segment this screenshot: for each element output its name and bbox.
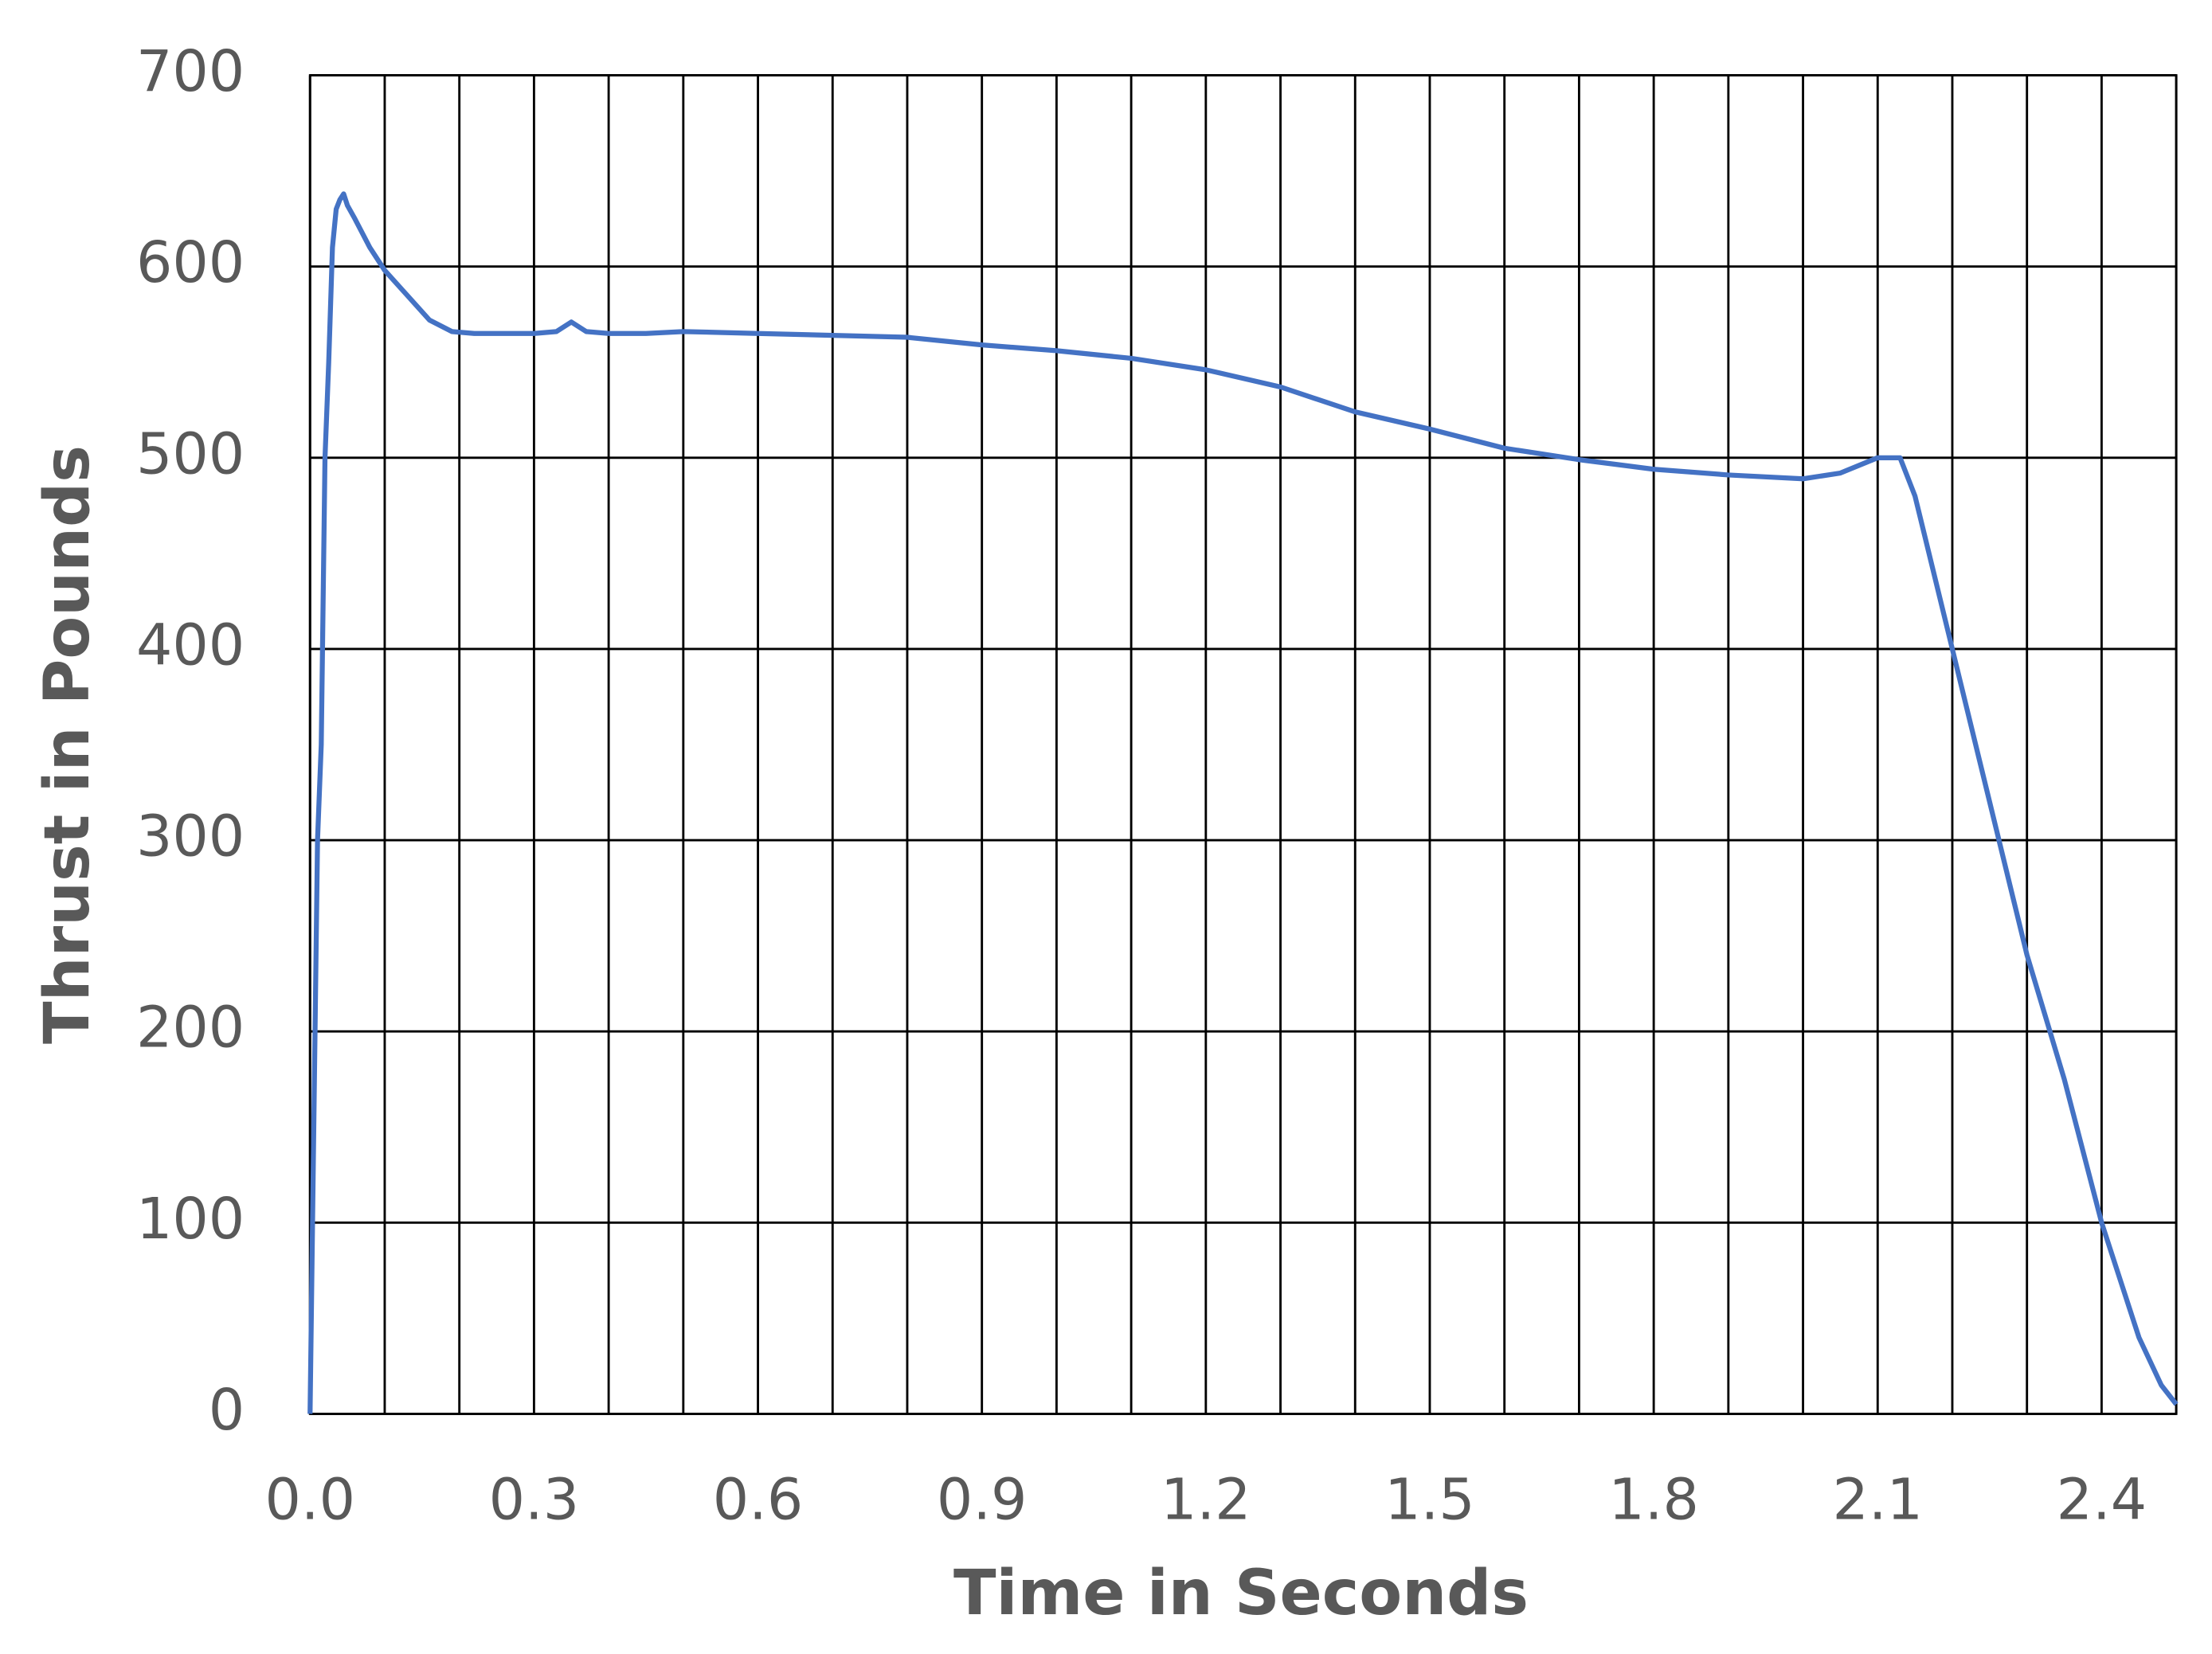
x-tick-label: 1.2 (1161, 1466, 1251, 1532)
x-tick-label: 2.1 (1833, 1466, 1923, 1532)
y-tick-label: 200 (136, 995, 245, 1061)
y-tick-label: 500 (136, 420, 245, 487)
x-tick-label: 0.6 (713, 1466, 803, 1532)
x-tick-label: 0.9 (937, 1466, 1028, 1532)
y-tick-label: 700 (136, 38, 245, 104)
y-tick-label: 0 (209, 1377, 245, 1443)
x-axis-title: Time in Seconds (953, 1556, 1529, 1629)
data-line (307, 191, 2179, 1414)
x-tick-label: 1.5 (1384, 1466, 1475, 1532)
y-tick-label: 100 (136, 1186, 245, 1252)
plot-area (308, 74, 2178, 1415)
x-tick-label: 1.8 (1608, 1466, 1698, 1532)
y-tick-label: 300 (136, 804, 245, 870)
y-tick-label: 400 (136, 612, 245, 678)
x-tick-label: 0.3 (489, 1466, 580, 1532)
x-tick-label: 0.0 (265, 1466, 355, 1532)
x-tick-label: 2.4 (2057, 1466, 2147, 1532)
y-axis-title: Thrust in Pounds (30, 445, 104, 1044)
y-tick-label: 600 (136, 229, 245, 295)
